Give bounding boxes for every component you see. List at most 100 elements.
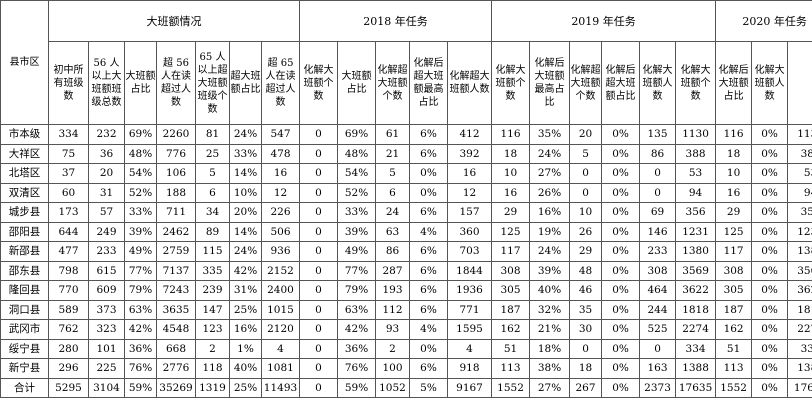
table-cell: 31% (229, 280, 262, 301)
region-name-cell: 合计 (0, 377, 49, 398)
table-cell: 53 (787, 163, 812, 184)
table-cell: 40% (229, 358, 262, 379)
table-cell: 0% (601, 124, 641, 145)
table-cell: 157 (446, 202, 493, 223)
table-cell: 42% (124, 319, 157, 340)
region-name-cell: 新宁县 (0, 358, 49, 379)
table-cell: 1% (229, 338, 262, 359)
table-cell: 0% (601, 280, 641, 301)
table-cell: 25% (229, 299, 262, 320)
table-cell: 0% (751, 143, 789, 164)
table-cell: 27% (529, 163, 571, 184)
region-name-cell: 双清区 (0, 182, 49, 203)
table-cell: 0% (409, 163, 448, 184)
table-cell: 3104 (88, 377, 125, 398)
table-cell: 0% (601, 241, 641, 262)
table-cell: 936 (261, 241, 300, 262)
table-cell: 16% (529, 202, 571, 223)
table-cell: 18 (569, 358, 603, 379)
table-cell: 1388 (787, 358, 812, 379)
region-name-cell: 绥宁县 (0, 338, 49, 359)
table-cell: 1818 (675, 299, 717, 320)
column-header: 65 人以上超大班额班级个数 (195, 41, 230, 125)
table-cell: 3622 (787, 280, 812, 301)
table-cell: 334 (675, 338, 717, 359)
table-cell: 30 (569, 319, 603, 340)
table-cell: 59% (124, 377, 157, 398)
table-cell: 1319 (195, 377, 230, 398)
table-cell: 94 (675, 182, 717, 203)
table-cell: 0% (601, 338, 641, 359)
table-cell: 117 (491, 241, 531, 262)
table-cell: 0 (569, 182, 603, 203)
table-cell: 305 (715, 280, 753, 301)
table-cell: 187 (491, 299, 531, 320)
table-cell: 0% (751, 124, 789, 145)
table-cell: 93 (375, 319, 410, 340)
table-cell: 1595 (446, 319, 493, 340)
column-header: 化解超大班额个数 (375, 41, 410, 125)
table-cell: 193 (375, 280, 410, 301)
table-cell: 63% (124, 299, 157, 320)
table-cell: 0 (299, 124, 338, 145)
table-cell: 11493 (261, 377, 300, 398)
table-cell: 5 (375, 163, 410, 184)
table-cell: 61 (375, 124, 410, 145)
table-cell: 323 (88, 319, 125, 340)
table-cell: 703 (446, 241, 493, 262)
table-cell: 125 (715, 221, 753, 242)
table-cell: 35269 (156, 377, 196, 398)
table-cell: 668 (156, 338, 196, 359)
table-cell: 10 (569, 202, 603, 223)
table-cell: 34 (195, 202, 230, 223)
table-cell: 5% (409, 377, 448, 398)
table-cell: 280 (48, 338, 89, 359)
table-cell: 1380 (675, 241, 717, 262)
table-cell: 29 (715, 202, 753, 223)
table-cell: 86 (375, 241, 410, 262)
table-cell: 0% (409, 338, 448, 359)
table-row: 绥宁县 280 101 36% 668 2 1% 4 0 36% 2 0% 4 51 18% 0 0% 0 334 5… (0, 338, 812, 359)
table-cell: 0 (569, 163, 603, 184)
table-cell: 53 (675, 163, 717, 184)
table-cell: 54% (337, 163, 376, 184)
table-cell: 77% (337, 260, 376, 281)
table-cell: 38% (529, 358, 571, 379)
column-header: 化解后大班额占比 (715, 41, 753, 125)
table-cell: 135 (639, 124, 677, 145)
table-row: 大祥区 75 36 48% 776 25 33% 478 0 48% 21 6% 392 18 24% 5 0%… (0, 143, 812, 164)
region-name-cell: 大祥区 (0, 143, 49, 164)
table-cell: 267 (569, 377, 603, 398)
table-cell: 36% (337, 338, 376, 359)
table-cell: 17635 (787, 377, 812, 398)
table-cell: 1818 (787, 299, 812, 320)
column-header: 化解大班额人数 (639, 41, 677, 125)
column-header: 化解大班额个数 (675, 41, 717, 125)
table-cell: 0% (751, 241, 789, 262)
table-cell: 0% (601, 299, 641, 320)
table-cell: 20% (229, 202, 262, 223)
table-cell: 0% (751, 260, 789, 281)
table-cell: 35% (529, 124, 571, 145)
table-cell: 0% (601, 202, 641, 223)
table-cell: 287 (375, 260, 410, 281)
table-cell: 392 (446, 143, 493, 164)
table-cell: 12 (446, 182, 493, 203)
table-cell: 1380 (787, 241, 812, 262)
table-cell: 2462 (156, 221, 196, 242)
table-cell: 188 (156, 182, 196, 203)
table-cell: 54% (124, 163, 157, 184)
table-cell: 48 (569, 260, 603, 281)
table-cell: 1388 (675, 358, 717, 379)
table-cell: 79% (337, 280, 376, 301)
table-cell: 464 (639, 280, 677, 301)
table-cell: 547 (261, 124, 300, 145)
table-cell: 6 (195, 182, 230, 203)
data-table: 县市区 大班额情况 2018 年任务 2019 年任务 2020 年任务 初中所… (0, 0, 812, 398)
table-cell: 60 (48, 182, 89, 203)
table-cell: 35 (569, 299, 603, 320)
table-cell: 0 (299, 202, 338, 223)
table-cell: 356 (675, 202, 717, 223)
table-row: 北塔区 37 20 54% 106 5 14% 16 0 54% 5 0% 16 10 27% 0 0% 0 53 1… (0, 163, 812, 184)
table-cell: 2373 (639, 377, 677, 398)
